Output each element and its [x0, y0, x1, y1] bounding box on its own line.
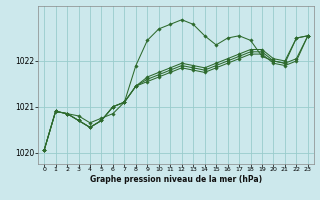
X-axis label: Graphe pression niveau de la mer (hPa): Graphe pression niveau de la mer (hPa) [90, 175, 262, 184]
